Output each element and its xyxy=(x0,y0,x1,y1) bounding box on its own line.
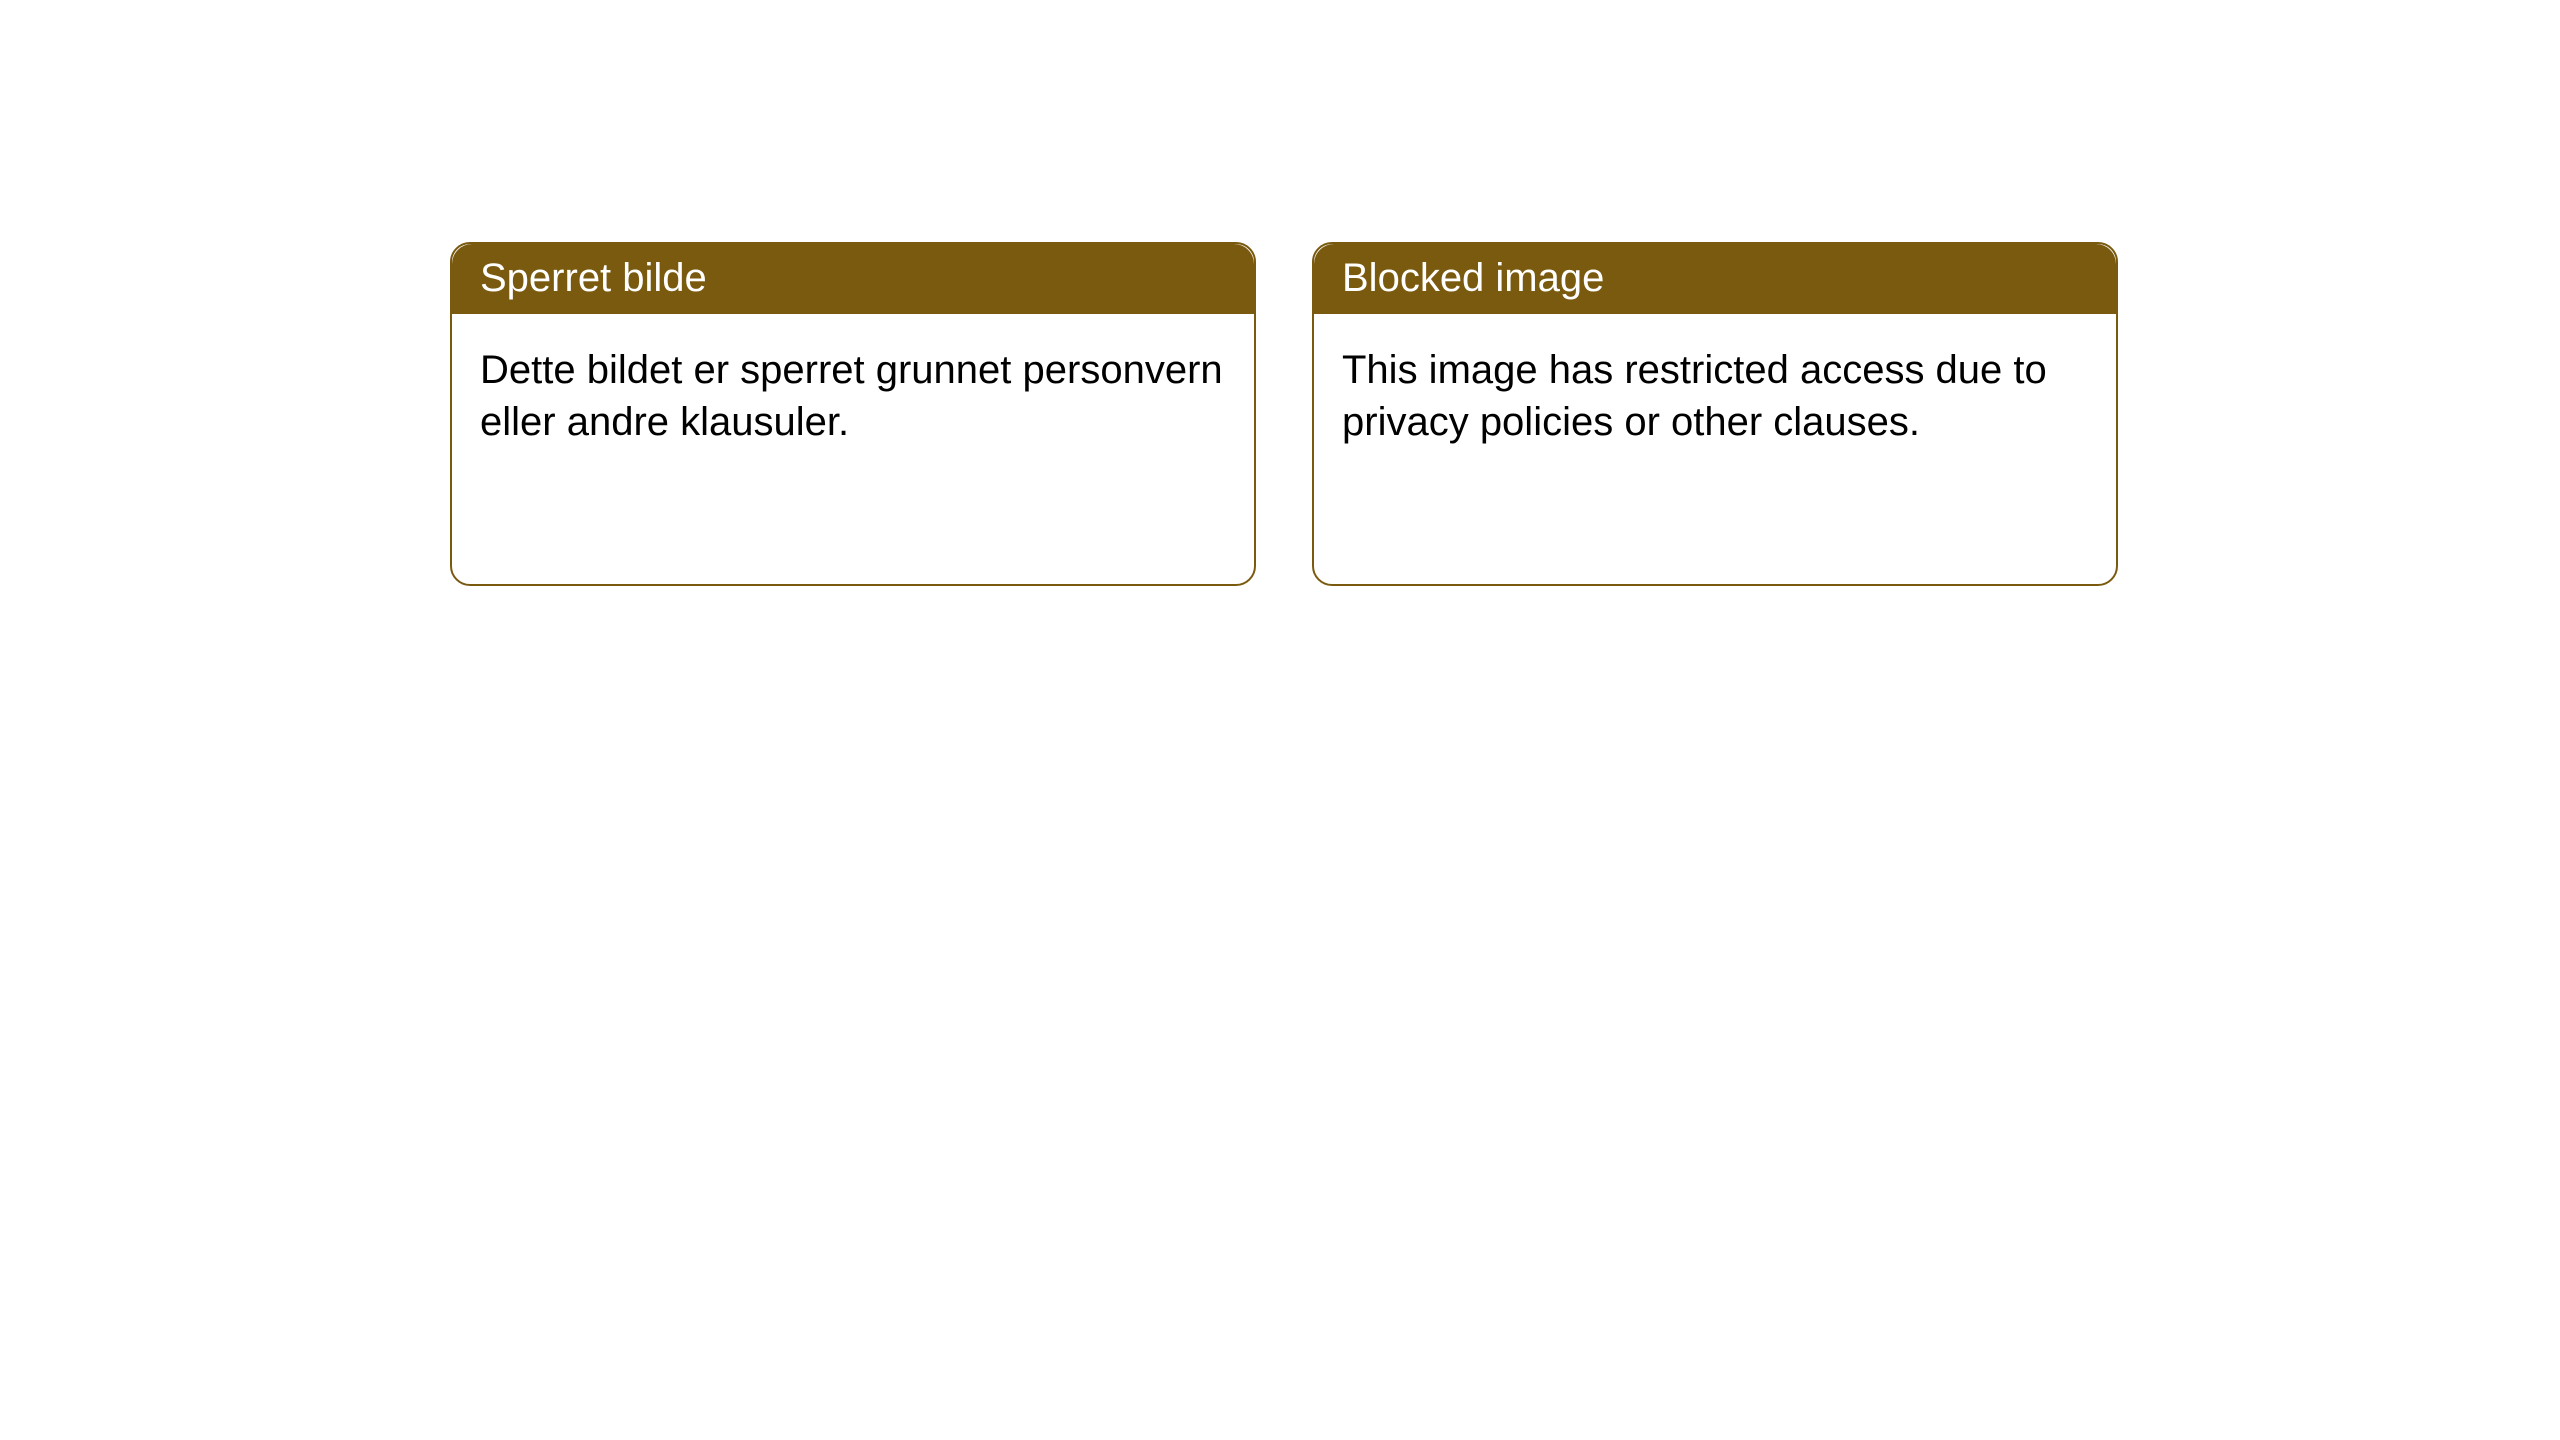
card-body: Dette bildet er sperret grunnet personve… xyxy=(452,314,1254,584)
card-header: Sperret bilde xyxy=(452,244,1254,314)
card-title: Blocked image xyxy=(1342,256,1604,300)
card-header: Blocked image xyxy=(1314,244,2116,314)
notice-container: Sperret bilde Dette bildet er sperret gr… xyxy=(0,0,2560,586)
card-body-text: Dette bildet er sperret grunnet personve… xyxy=(480,348,1223,444)
card-body-text: This image has restricted access due to … xyxy=(1342,348,2047,444)
card-body: This image has restricted access due to … xyxy=(1314,314,2116,584)
notice-card-english: Blocked image This image has restricted … xyxy=(1312,242,2118,586)
card-title: Sperret bilde xyxy=(480,256,707,300)
notice-card-norwegian: Sperret bilde Dette bildet er sperret gr… xyxy=(450,242,1256,586)
